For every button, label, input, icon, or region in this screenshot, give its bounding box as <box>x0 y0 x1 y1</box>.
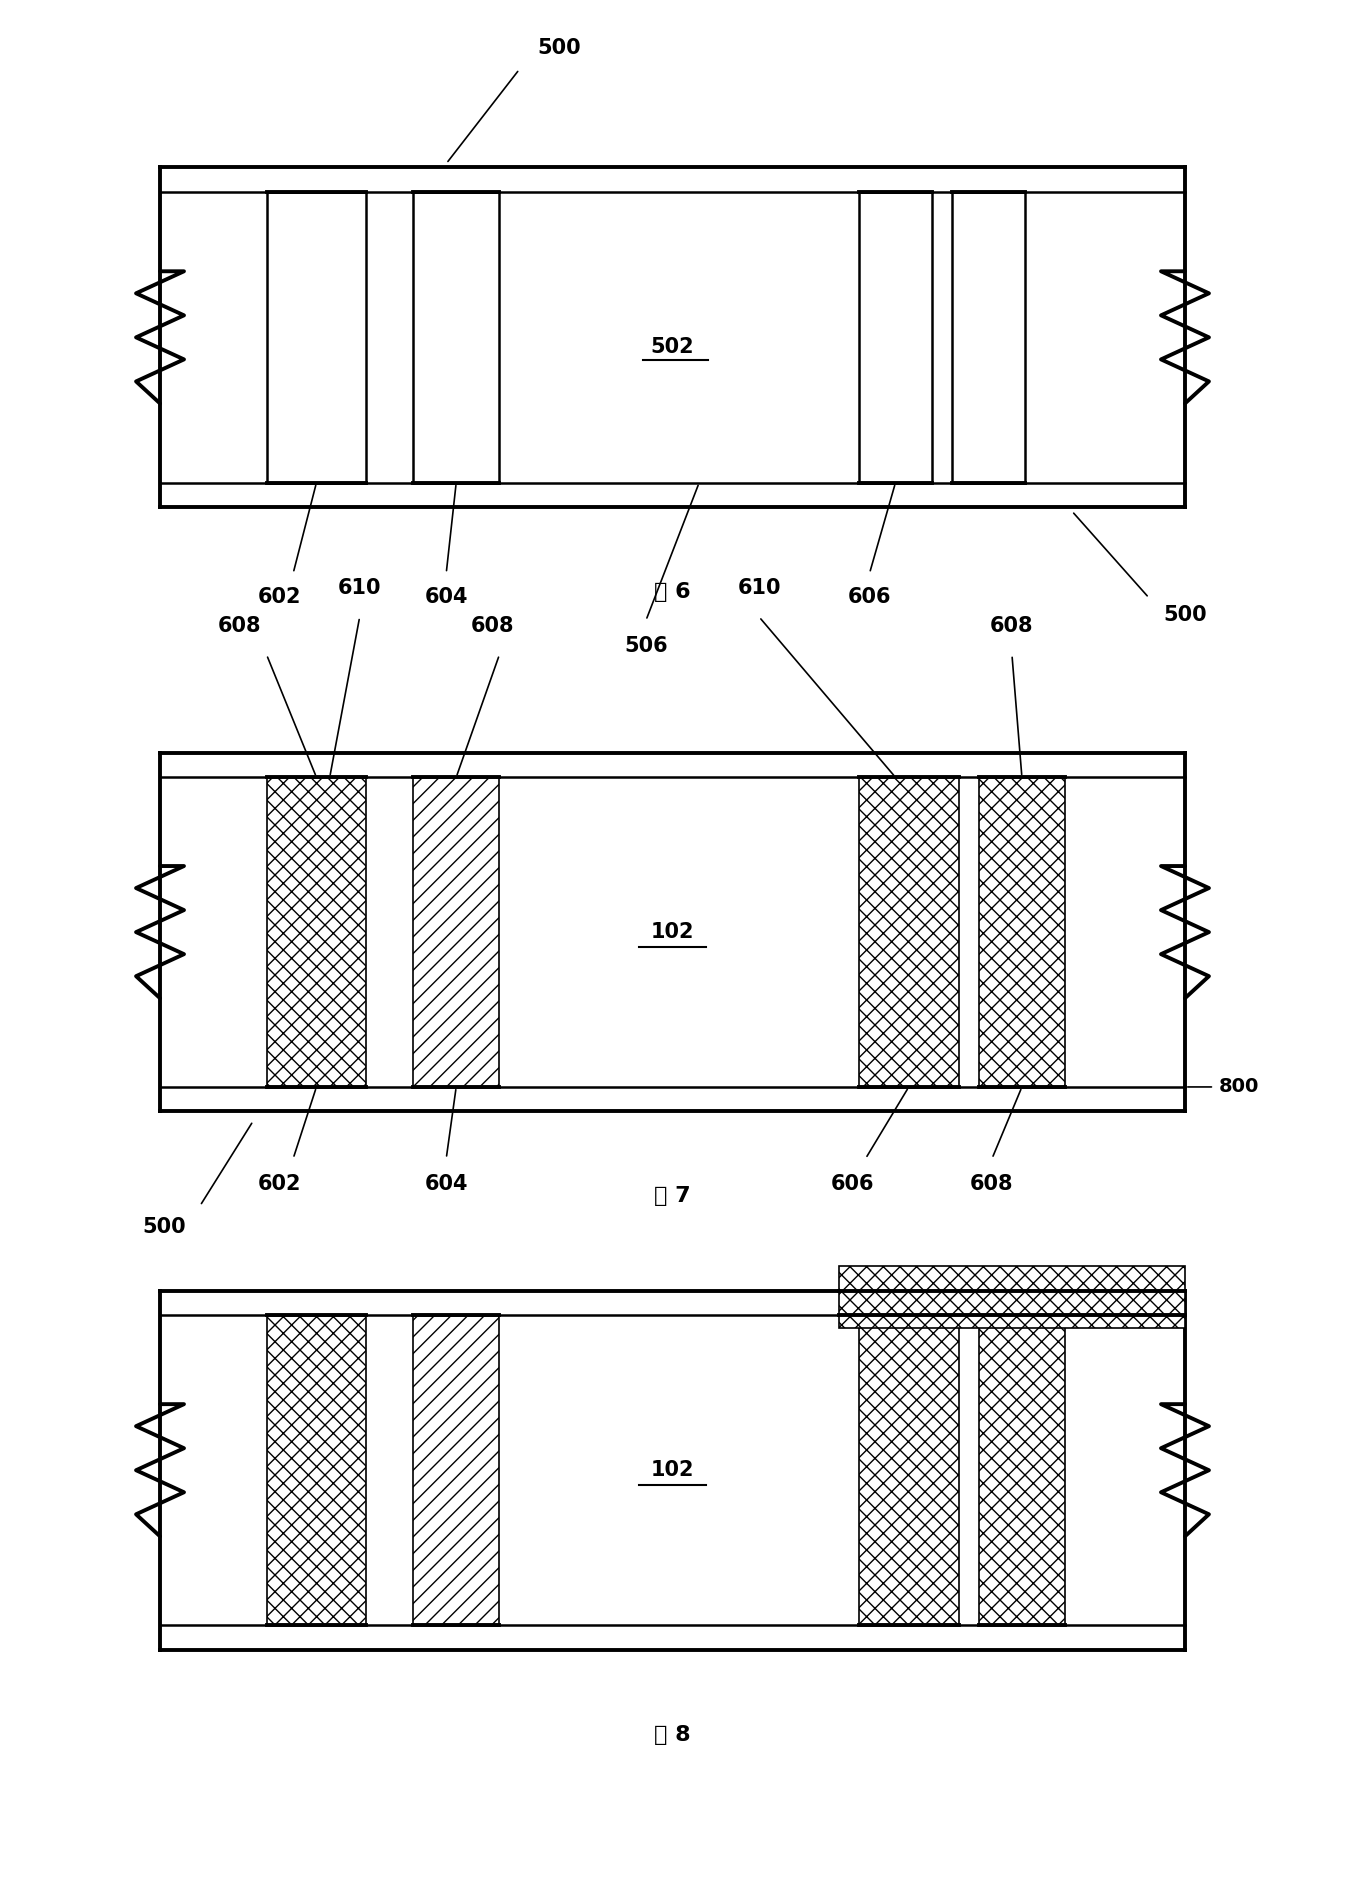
Text: 610: 610 <box>737 578 780 597</box>
Text: 604: 604 <box>425 1174 468 1194</box>
Text: 602: 602 <box>258 1174 301 1194</box>
Text: 图 7: 图 7 <box>654 1187 691 1206</box>
Text: 602: 602 <box>258 586 301 607</box>
Text: 图 6: 图 6 <box>654 582 691 603</box>
Text: 502: 502 <box>651 337 694 358</box>
Text: 606: 606 <box>830 1174 874 1194</box>
Bar <box>266 778 366 1086</box>
Bar <box>979 1316 1065 1624</box>
Text: 608: 608 <box>970 1174 1014 1194</box>
Bar <box>979 778 1065 1086</box>
Text: 500: 500 <box>538 38 581 57</box>
Bar <box>413 192 499 483</box>
Text: 102: 102 <box>651 922 694 941</box>
Text: 800: 800 <box>1219 1077 1259 1096</box>
Bar <box>266 192 366 483</box>
Text: 图 8: 图 8 <box>654 1725 691 1744</box>
Bar <box>859 1316 959 1624</box>
Text: 606: 606 <box>847 586 892 607</box>
Bar <box>413 1316 499 1624</box>
Bar <box>413 778 499 1086</box>
Text: 506: 506 <box>624 635 667 656</box>
Text: 102: 102 <box>651 1461 694 1480</box>
Bar <box>952 192 1025 483</box>
Bar <box>859 778 959 1086</box>
Bar <box>859 192 932 483</box>
Text: 608: 608 <box>218 616 262 635</box>
Text: 610: 610 <box>338 578 382 597</box>
Text: 608: 608 <box>471 616 515 635</box>
Bar <box>839 1267 1185 1328</box>
Text: 608: 608 <box>990 616 1034 635</box>
Text: 500: 500 <box>1163 605 1206 626</box>
Text: 500: 500 <box>143 1217 186 1236</box>
Bar <box>266 1316 366 1624</box>
Text: 604: 604 <box>425 586 468 607</box>
